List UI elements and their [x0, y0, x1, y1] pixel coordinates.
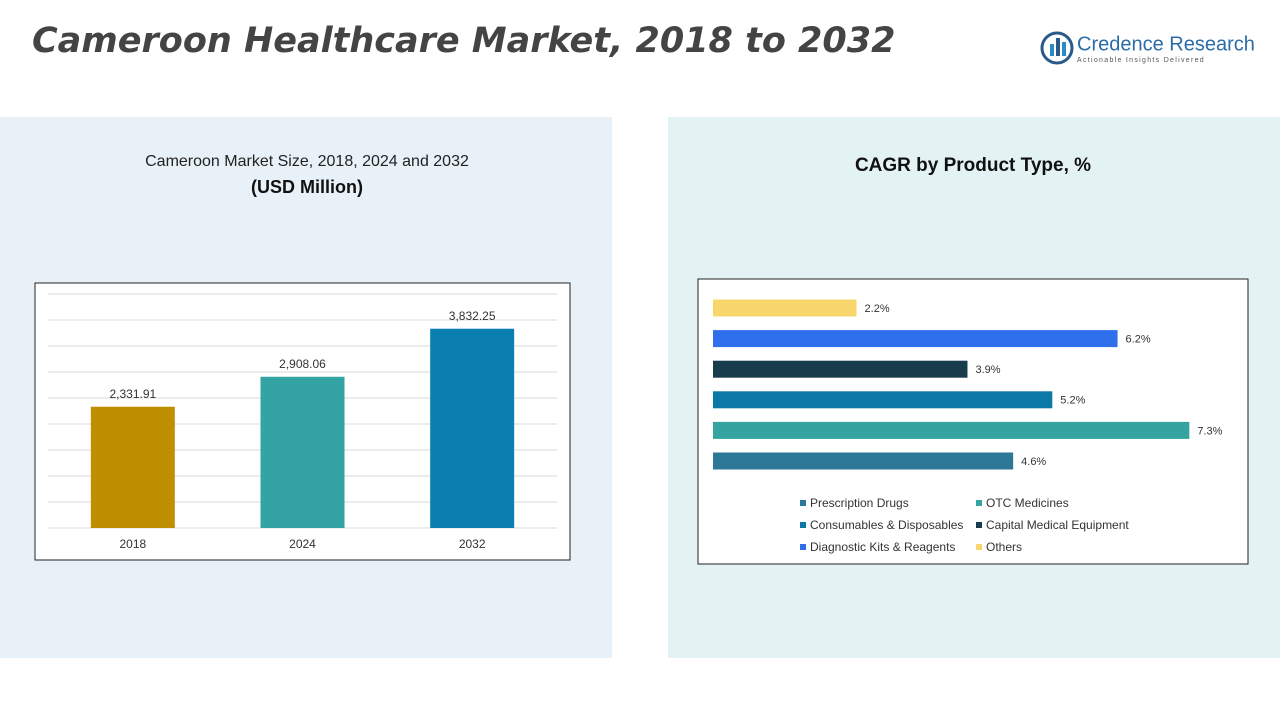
x-tick-label: 2032 — [459, 537, 486, 551]
bar — [713, 330, 1118, 348]
x-tick-label: 2024 — [289, 537, 316, 551]
value-label: 5.2% — [1060, 395, 1085, 407]
chart-title: Cameroon Market Size, 2018, 2024 and 203… — [145, 153, 469, 170]
bar — [430, 328, 515, 528]
legend-label: Consumables & Disposables — [810, 518, 963, 532]
legend-swatch — [800, 522, 806, 528]
value-label: 7.3% — [1197, 425, 1222, 437]
logo — [1040, 31, 1074, 65]
legend-swatch — [976, 522, 982, 528]
page-title: Cameroon Healthcare Market, 2018 to 2032 — [32, 21, 895, 61]
plot-frame — [697, 278, 1249, 565]
bar — [260, 376, 345, 528]
legend-swatch — [800, 544, 806, 550]
legend-swatch — [800, 500, 806, 506]
legend-swatch — [976, 544, 982, 550]
legend-label: Capital Medical Equipment — [986, 518, 1129, 532]
legend-swatch — [976, 500, 982, 506]
bar — [713, 452, 1014, 470]
legend-label: Others — [986, 540, 1022, 554]
value-label: 3,832.25 — [449, 309, 496, 323]
value-label: 2,908.06 — [279, 357, 326, 371]
legend-label: Diagnostic Kits & Reagents — [810, 540, 955, 554]
bar — [713, 360, 968, 378]
value-label: 6.2% — [1126, 334, 1151, 346]
brand-tagline: Actionable Insights Delivered — [1077, 57, 1205, 64]
bar — [90, 406, 175, 528]
legend-label: OTC Medicines — [986, 496, 1069, 510]
value-label: 2,331.91 — [109, 387, 156, 401]
value-label: 2.2% — [865, 303, 890, 315]
legend-label: Prescription Drugs — [810, 496, 909, 510]
value-label: 3.9% — [975, 364, 1000, 376]
value-label: 4.6% — [1021, 456, 1046, 468]
brand-name: Credence Research — [1077, 33, 1255, 55]
bar — [713, 421, 1190, 439]
bar — [713, 299, 857, 317]
chart-title: CAGR by Product Type, % — [855, 155, 1091, 176]
bar — [713, 391, 1053, 409]
chart-subtitle: (USD Million) — [251, 177, 363, 197]
x-tick-label: 2018 — [119, 537, 146, 551]
